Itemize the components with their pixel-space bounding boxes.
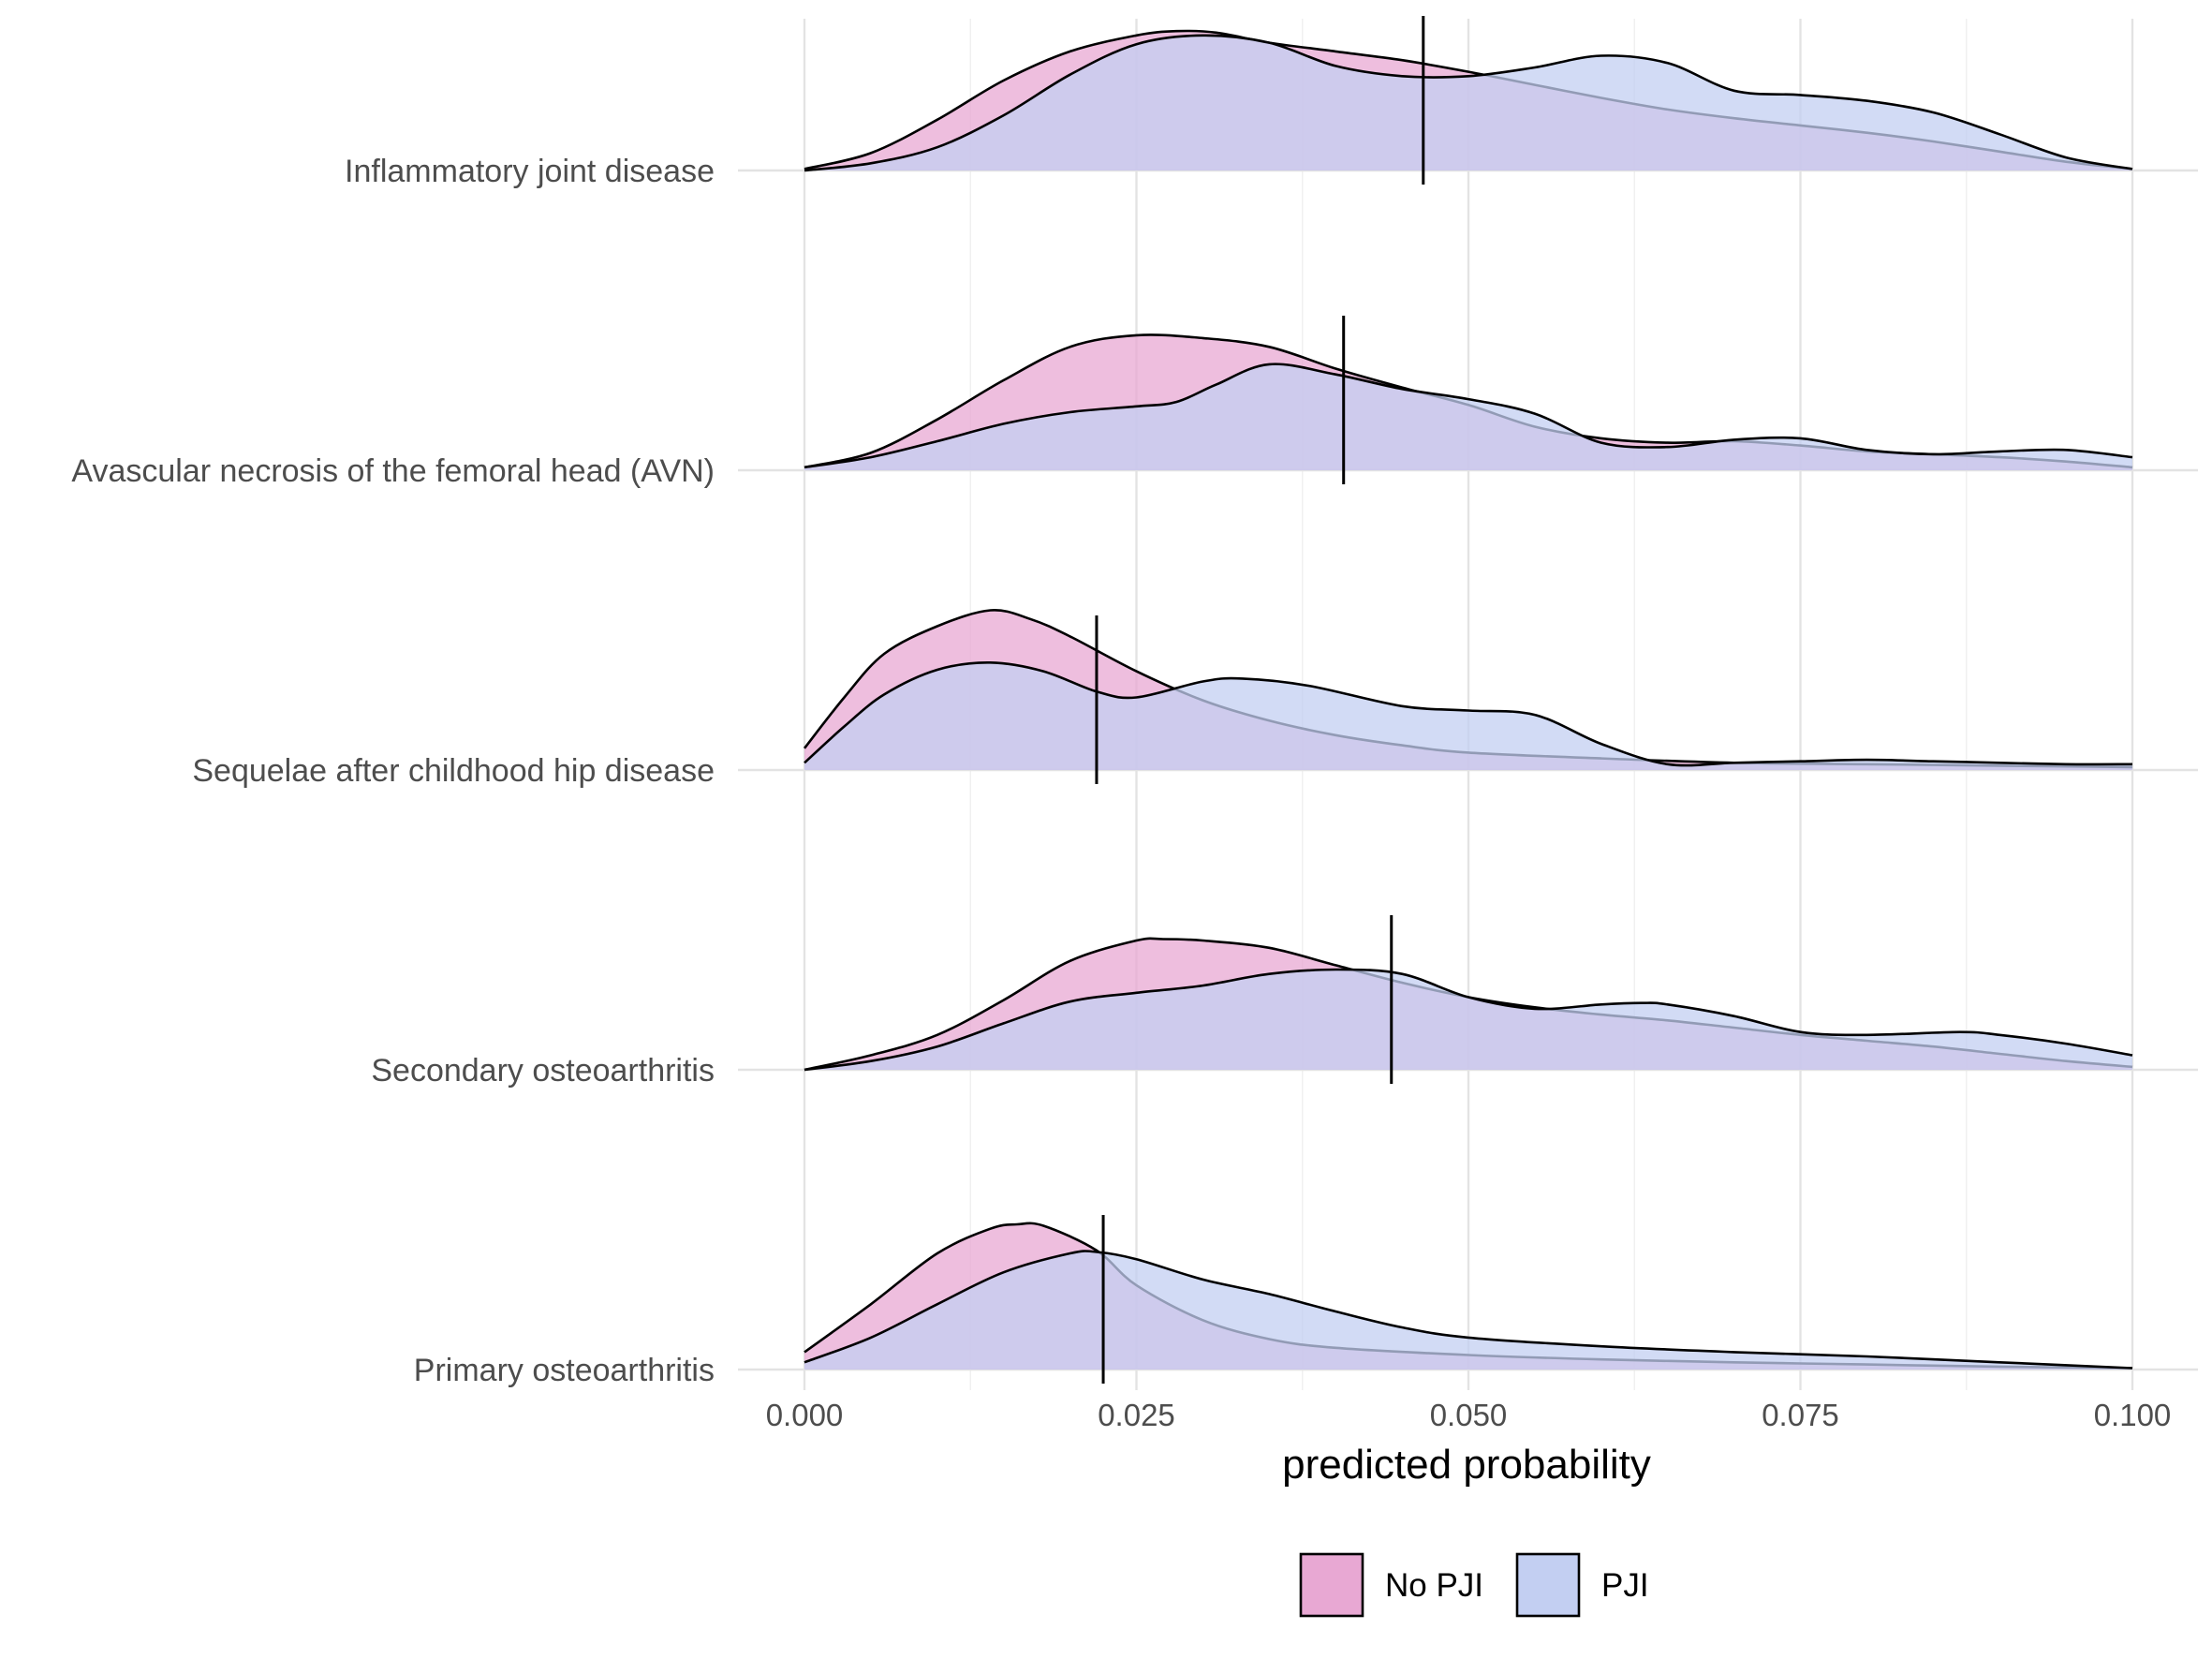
density-area-pji [804,662,2132,770]
ridge-primary-osteoarthritis [804,1222,2133,1370]
x-tick-label: 0.025 [1098,1398,1175,1432]
ridge-avascular-necrosis-of-the-femoral-head-avn [804,333,2133,470]
density-area-pji [804,969,2132,1070]
x-tick-label: 0.075 [1762,1398,1839,1432]
legend-key [1515,1552,1581,1618]
density-area-pji [804,35,2132,171]
legend: No PJI PJI [1299,1552,1649,1618]
density-ridges [803,29,2133,1370]
x-axis-title: predicted probability [1282,1442,1651,1488]
reference-lines [1095,16,1425,1384]
ridge-inflammatory-joint-disease [804,29,2133,172]
density-line-pji [804,363,2133,469]
density-line-pji [804,1250,2133,1370]
density-area-pji [804,363,2132,470]
category-label: Primary osteoarthritis [414,1353,715,1388]
category-labels: Inflammatory joint disease Avascular necr… [71,154,715,1388]
category-label: Avascular necrosis of the femoral head (… [71,453,715,489]
category-label: Sequelae after childhood hip disease [192,753,715,789]
legend-key [1299,1552,1364,1618]
density-line-pji [804,660,2133,767]
legend-label: PJI [1601,1567,1649,1604]
ridge-secondary-osteoarthritis [804,937,2133,1072]
x-tick-label: 0.100 [2094,1398,2172,1432]
x-tick-labels: 0.000 0.025 0.050 0.075 0.100 [766,1398,2172,1432]
density-line-pji [804,968,2133,1072]
ridge-sequelae-after-childhood-hip-disease [803,609,2133,770]
x-tick-label: 0.000 [766,1398,844,1432]
legend-label: No PJI [1385,1567,1483,1604]
density-line-pji [804,34,2133,172]
density-area-pji [804,1251,2132,1370]
category-label: Inflammatory joint disease [345,154,715,189]
category-label: Secondary osteoarthritis [371,1053,715,1089]
x-tick-label: 0.050 [1430,1398,1508,1432]
